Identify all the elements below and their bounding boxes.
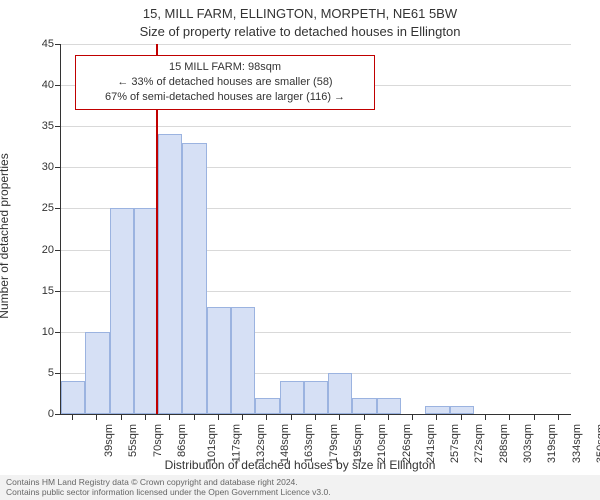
footer-line-1: Contains HM Land Registry data © Crown c… bbox=[6, 477, 594, 488]
annotation-line-3: 67% of semi-detached houses are larger (… bbox=[84, 90, 366, 105]
x-tick-mark bbox=[485, 415, 486, 420]
x-tick-mark bbox=[96, 415, 97, 420]
x-tick-mark bbox=[169, 415, 170, 420]
annotation-line-2: ← 33% of detached houses are smaller (58… bbox=[84, 75, 366, 90]
x-axis-label: Distribution of detached houses by size … bbox=[0, 458, 600, 472]
histogram-bar bbox=[110, 208, 134, 414]
grid-line bbox=[61, 44, 571, 45]
y-tick-label: 0 bbox=[14, 408, 54, 420]
x-tick-mark bbox=[194, 415, 195, 420]
y-tick-label: 15 bbox=[14, 285, 54, 297]
x-tick-mark bbox=[72, 415, 73, 420]
plot-area: 15 MILL FARM: 98sqm← 33% of detached hou… bbox=[60, 44, 571, 415]
x-tick-mark bbox=[121, 415, 122, 420]
x-tick-mark bbox=[534, 415, 535, 420]
histogram-bar bbox=[280, 381, 304, 414]
y-tick-mark bbox=[55, 126, 60, 127]
x-tick-mark bbox=[461, 415, 462, 420]
chart-container: 15, MILL FARM, ELLINGTON, MORPETH, NE61 … bbox=[0, 0, 600, 500]
histogram-bar bbox=[328, 373, 352, 414]
y-tick-label: 10 bbox=[14, 326, 54, 338]
y-tick-mark bbox=[55, 44, 60, 45]
x-tick-mark bbox=[388, 415, 389, 420]
x-tick-mark bbox=[242, 415, 243, 420]
y-tick-label: 45 bbox=[14, 38, 54, 50]
x-tick-mark bbox=[339, 415, 340, 420]
x-tick-mark bbox=[145, 415, 146, 420]
y-tick-label: 30 bbox=[14, 161, 54, 173]
y-axis-label: Number of detached properties bbox=[0, 153, 11, 318]
footer-line-2: Contains public sector information licen… bbox=[6, 487, 594, 498]
x-tick-mark bbox=[364, 415, 365, 420]
x-tick-mark bbox=[558, 415, 559, 420]
x-tick-mark bbox=[315, 415, 316, 420]
x-tick-mark bbox=[509, 415, 510, 420]
y-tick-mark bbox=[55, 332, 60, 333]
x-tick-mark bbox=[412, 415, 413, 420]
histogram-bar bbox=[352, 398, 376, 414]
histogram-bar bbox=[304, 381, 328, 414]
y-tick-mark bbox=[55, 291, 60, 292]
x-tick-mark bbox=[266, 415, 267, 420]
x-tick-mark bbox=[291, 415, 292, 420]
histogram-bar bbox=[207, 307, 231, 414]
y-tick-mark bbox=[55, 414, 60, 415]
y-tick-mark bbox=[55, 208, 60, 209]
histogram-bar bbox=[255, 398, 279, 414]
y-tick-mark bbox=[55, 250, 60, 251]
y-tick-label: 20 bbox=[14, 244, 54, 256]
annotation-box: 15 MILL FARM: 98sqm← 33% of detached hou… bbox=[75, 55, 375, 110]
annotation-line-1: 15 MILL FARM: 98sqm bbox=[84, 60, 366, 75]
x-tick-label: 86sqm bbox=[176, 424, 188, 457]
histogram-bar bbox=[158, 134, 182, 414]
x-tick-mark bbox=[218, 415, 219, 420]
histogram-bar bbox=[85, 332, 109, 414]
histogram-bar bbox=[425, 406, 449, 414]
grid-line bbox=[61, 167, 571, 168]
x-tick-label: 55sqm bbox=[127, 424, 139, 457]
histogram-bar bbox=[134, 208, 158, 414]
y-tick-label: 5 bbox=[14, 367, 54, 379]
title-main: 15, MILL FARM, ELLINGTON, MORPETH, NE61 … bbox=[0, 6, 600, 21]
x-tick-mark bbox=[436, 415, 437, 420]
y-tick-mark bbox=[55, 85, 60, 86]
x-tick-label: 70sqm bbox=[152, 424, 164, 457]
y-tick-mark bbox=[55, 373, 60, 374]
histogram-bar bbox=[182, 143, 206, 414]
histogram-bar bbox=[231, 307, 255, 414]
footer-attribution: Contains HM Land Registry data © Crown c… bbox=[0, 475, 600, 500]
y-tick-label: 35 bbox=[14, 120, 54, 132]
x-tick-label: 117sqm bbox=[230, 424, 242, 462]
histogram-bar bbox=[377, 398, 401, 414]
histogram-bar bbox=[61, 381, 85, 414]
y-tick-label: 25 bbox=[14, 202, 54, 214]
y-tick-label: 40 bbox=[14, 79, 54, 91]
grid-line bbox=[61, 126, 571, 127]
y-tick-mark bbox=[55, 167, 60, 168]
title-sub: Size of property relative to detached ho… bbox=[0, 24, 600, 39]
histogram-bar bbox=[450, 406, 474, 414]
x-tick-label: 39sqm bbox=[103, 424, 115, 457]
